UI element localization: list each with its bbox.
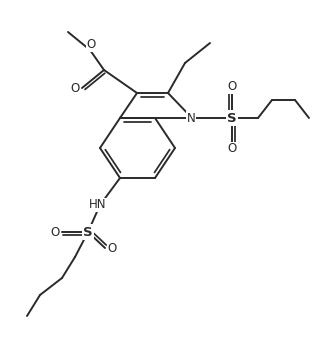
Text: O: O [227,143,236,155]
Text: HN: HN [89,199,107,212]
Text: O: O [71,82,80,94]
Text: S: S [83,225,93,238]
Text: S: S [227,111,237,125]
Text: O: O [227,81,236,94]
Text: O: O [107,241,117,254]
Text: O: O [50,225,60,238]
Text: O: O [86,38,95,52]
Text: N: N [187,111,195,125]
